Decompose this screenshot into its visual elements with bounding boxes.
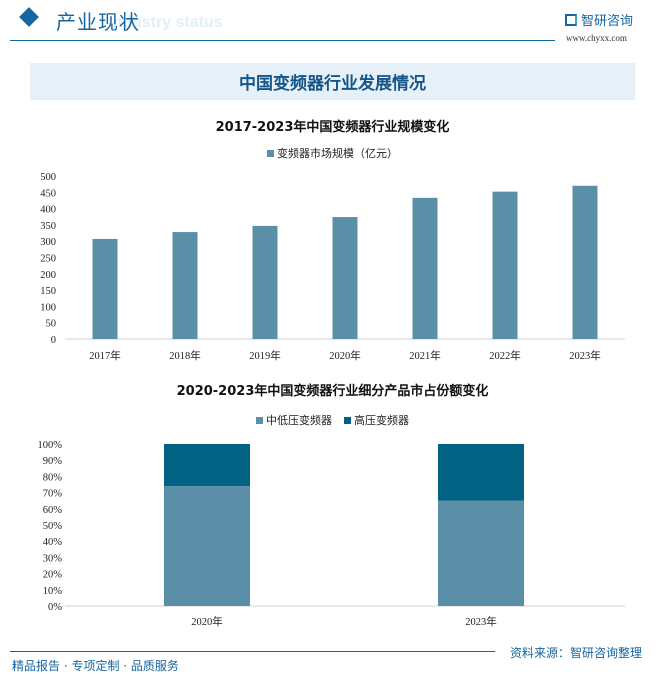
x-tick-label: 2018年 [169,349,201,362]
footer-source: 资料来源：智研咨询整理 [510,646,643,660]
legend-swatch [344,417,351,424]
y-tick-label: 200 [40,270,56,281]
y-tick-label: 20% [43,570,63,581]
y-tick-label: 50 [46,319,57,330]
y-tick-label: 30% [43,553,63,564]
footer-divider [10,651,495,652]
section-banner: 中国变频器行业发展情况 [30,63,635,100]
y-tick-label: 90% [43,456,63,467]
x-tick-label: 2020年 [329,349,361,362]
x-tick-label: 2022年 [489,349,521,362]
y-tick-label: 100% [38,440,63,451]
legend-item: 中低压变频器 [256,412,332,428]
y-tick-label: 350 [40,221,56,232]
x-tick-label: 2017年 [89,349,121,362]
x-tick-label: 2023年 [465,615,497,628]
y-tick-label: 10% [43,586,63,597]
legend-label: 变频器市场规模（亿元） [277,147,398,160]
legend-swatch [256,417,263,424]
stacked-bar-segment [164,486,250,606]
y-tick-label: 300 [40,237,56,248]
chart1-legend: 变频器市场规模（亿元） [0,145,665,161]
y-tick-label: 400 [40,205,56,216]
brand-name: 智研咨询 [581,14,634,29]
chart1-plot: 0 50 100 150 200 250 300 350 400 450 500 2017年 2018年… [40,172,625,362]
chart2-plot: 0% 10% 20% 30% 40% 50% 60% 70% 80% 90% 100% 2020年 20… [38,440,625,628]
legend-label: 高压变频器 [354,414,409,427]
site-url: www.chyxx.com [566,33,627,43]
y-tick-label: 250 [40,254,56,265]
y-tick-label: 0% [48,602,62,613]
bar [252,225,278,339]
bar [172,232,198,339]
legend-swatch [267,150,274,157]
y-tick-label: 50% [43,521,63,532]
chart1-title: 2017-2023年中国变频器行业规模变化 [215,120,450,135]
x-tick-label: 2021年 [409,349,441,362]
bar [572,185,598,339]
y-tick-label: 150 [40,286,56,297]
y-tick-label: 40% [43,537,63,548]
legend-label: 中低压变频器 [266,414,332,427]
y-tick-label: 0 [51,335,56,346]
y-tick-label: 500 [40,172,56,183]
x-tick-label: 2019年 [249,349,281,362]
y-tick-label: 70% [43,489,63,500]
legend-item: 高压变频器 [344,412,409,428]
bar [92,238,118,339]
y-tick-label: 450 [40,188,56,199]
chart2-title: 2020-2023年中国变频器行业细分产品市占份额变化 [176,384,489,399]
stacked-bar-segment [438,500,524,606]
page-title: 产业现状 [56,10,140,34]
y-tick-label: 100 [40,302,56,313]
chart2-legend: 中低压变频器 高压变频器 [0,412,665,428]
brand-logo: 智研咨询 [565,10,633,29]
logo-icon [565,13,577,26]
y-tick-label: 80% [43,472,63,483]
x-tick-label: 2023年 [569,349,601,362]
bar [492,191,518,339]
legend-item: 变频器市场规模（亿元） [267,145,398,161]
stacked-bar-segment [438,444,524,501]
bar [332,217,358,339]
x-tick-label: 2020年 [191,615,223,628]
header-divider [10,40,555,41]
bar [412,197,438,339]
y-tick-label: 60% [43,505,63,516]
header-diamond-icon [19,7,39,27]
footer-slogan: 精品报告 · 专项定制 · 品质服务 [12,659,179,673]
stacked-bar-segment [164,444,250,487]
